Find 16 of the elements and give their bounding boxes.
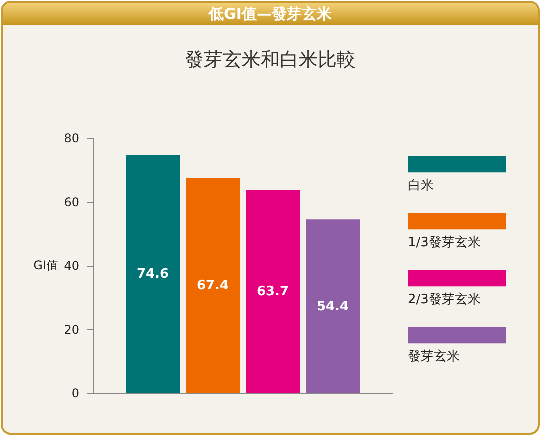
text: 白米 [408,178,434,194]
y-tick-label: 20 [64,322,80,337]
data-label: 63.7 [256,284,290,300]
text: 2/3發芽玄米 [408,292,481,308]
y-tick-label: 60 [64,195,80,210]
y-tick-label: 0 [72,386,80,400]
text: 發芽玄米 [408,348,460,364]
data-label: 54.4 [316,299,350,314]
y-axis-title: GI值 [34,258,58,272]
data-label: 74.6 [136,267,170,282]
data-label: 67.4 [196,278,230,294]
y-tick-label: 40 [64,259,80,273]
text: 1/3發芽玄米 [408,234,481,250]
chart-title: 低GI值—發芽玄米 [3,3,538,25]
chart-subtitle: 發芽玄米和白米比較 [184,48,357,73]
y-tick-label: 80 [64,132,80,146]
